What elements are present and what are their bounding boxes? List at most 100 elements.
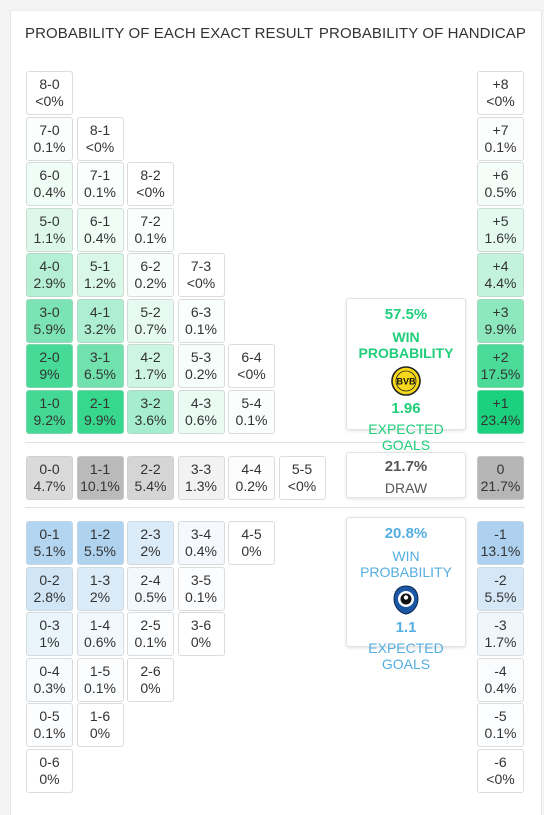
score-label: 3-6 — [190, 617, 212, 633]
probability-value: 0.1% — [484, 725, 517, 741]
handicap-label: -4 — [494, 662, 507, 679]
draw-card: 21.7% DRAW — [346, 452, 466, 498]
score-label: 7-0 — [39, 121, 60, 138]
probability-value: 0.7% — [134, 320, 167, 337]
score-label: 1-3 — [89, 571, 111, 588]
score-label: 8-2 — [140, 167, 161, 183]
handicap-label: -2 — [494, 571, 507, 588]
probability-value: 0.4% — [33, 184, 66, 200]
probability-value: 0% — [241, 543, 262, 559]
bvb-crest-icon: BVB — [391, 366, 421, 396]
handicap-label: +1 — [492, 394, 509, 411]
probability-value: 0.1% — [185, 320, 217, 337]
home-score-cell: 7-2 0.1% — [127, 207, 174, 252]
score-label: 2-6 — [140, 662, 161, 679]
probability-value: 0.1% — [134, 229, 167, 246]
probability-value: 0.1% — [84, 184, 116, 200]
away-goals-label: EXPECTED GOALS — [368, 640, 444, 672]
probability-value: 1.3% — [185, 478, 217, 494]
draw-pct: 21.7% — [384, 458, 428, 475]
score-label: 1-0 — [39, 394, 60, 411]
handicap-cell: +1 23.4% — [477, 389, 524, 434]
probability-value: 0.1% — [33, 138, 66, 155]
home-score-cell: 6-3 0.1% — [177, 298, 225, 343]
home-score-cell: 7-3 <0% — [177, 253, 225, 297]
home-score-cell: 7-1 0.1% — [76, 162, 124, 206]
probability-value: <0% — [287, 478, 317, 494]
probability-value: 9% — [39, 366, 60, 382]
probability-value: 0.4% — [185, 543, 217, 559]
score-label: 1-5 — [89, 662, 111, 679]
score-label: 7-2 — [140, 212, 161, 229]
home-score-cell: 6-2 0.2% — [127, 253, 174, 297]
handicap-header: PROBABILITY OF HANDICAP — [318, 25, 526, 42]
draw-score-cell: 1-1 10.1% — [76, 456, 124, 500]
handicap-cell: +5 1.6% — [477, 207, 524, 252]
score-label: 0-0 — [39, 461, 60, 477]
home-score-cell: 5-2 0.7% — [127, 298, 174, 343]
away-score-cell: 4-5 0% — [228, 521, 275, 565]
handicap-label: -1 — [494, 526, 507, 542]
score-label: 7-1 — [89, 167, 111, 183]
score-label: 3-0 — [39, 303, 60, 320]
away-score-cell: 2-5 0.1% — [127, 612, 174, 656]
probability-value: <0% — [136, 184, 165, 200]
probability-value: <0% — [35, 93, 64, 109]
draw-score-cell: 4-4 0.2% — [228, 456, 275, 500]
probability-value: <0% — [85, 138, 115, 155]
away-win-label: WIN PROBABILITY — [360, 548, 452, 580]
away-score-cell: 0-4 0.3% — [26, 657, 73, 702]
score-label: 0-4 — [39, 662, 60, 679]
home-score-cell: 5-4 0.1% — [228, 389, 275, 434]
probability-value: 10.1% — [80, 478, 120, 494]
probability-value: 0% — [140, 679, 161, 696]
home-score-cell: 6-4 <0% — [228, 344, 275, 388]
score-label: 8-1 — [89, 121, 111, 138]
score-label: 2-0 — [39, 349, 60, 365]
score-label: 5-0 — [39, 212, 60, 229]
score-label: 8-0 — [39, 76, 60, 92]
handicap-cell: -6 <0% — [477, 748, 524, 793]
probability-value: 5.9% — [33, 320, 66, 337]
home-score-cell: 6-0 0.4% — [26, 162, 73, 206]
probability-value: 0.1% — [185, 588, 217, 605]
draw-score-cell: 5-5 <0% — [278, 456, 326, 500]
score-label: 2-4 — [140, 571, 161, 588]
home-score-cell: 4-1 3.2% — [76, 298, 124, 343]
probability-value: 13.1% — [480, 543, 521, 559]
away-score-cell: 3-5 0.1% — [177, 566, 225, 611]
probability-value: 2% — [89, 588, 111, 605]
home-win-pct: 57.5% — [384, 306, 428, 323]
handicap-cell: +7 0.1% — [477, 116, 524, 161]
probability-value: 1.1% — [33, 229, 66, 246]
score-label: 0-2 — [39, 571, 60, 588]
probability-value: 0.4% — [84, 229, 116, 246]
draw-score-cell: 3-3 1.3% — [177, 456, 225, 500]
score-label: 6-3 — [190, 303, 212, 320]
home-score-cell: 6-1 0.4% — [76, 207, 124, 252]
home-score-cell: 3-0 5.9% — [26, 298, 73, 343]
probability-value: 1.2% — [84, 275, 116, 291]
away-score-cell: 1-3 2% — [76, 566, 124, 611]
score-label: 1-6 — [89, 708, 111, 724]
score-label: 4-3 — [190, 394, 212, 411]
score-label: 3-3 — [190, 461, 212, 477]
handicap-label: +2 — [492, 349, 509, 365]
draw-score-cell: 2-2 5.4% — [127, 456, 174, 500]
probability-value: 2.8% — [33, 588, 66, 605]
handicap-cell: -4 0.4% — [477, 657, 524, 702]
home-score-cell: 5-3 0.2% — [177, 344, 225, 388]
score-label: 3-2 — [140, 394, 161, 411]
score-label: 0-1 — [39, 526, 60, 542]
score-label: 1-4 — [89, 617, 111, 633]
probability-value: 0.2% — [185, 366, 217, 382]
home-win-label: WIN PROBABILITY — [358, 329, 454, 361]
probability-value: 3.2% — [84, 320, 116, 337]
score-label: 4-2 — [140, 349, 161, 365]
handicap-cell: -2 5.5% — [477, 566, 524, 611]
probability-value: 0.1% — [484, 138, 517, 155]
handicap-label: +7 — [492, 121, 509, 138]
probability-value: 0.3% — [33, 679, 66, 696]
probability-value: 3.6% — [134, 411, 167, 428]
away-score-cell: 1-5 0.1% — [76, 657, 124, 702]
